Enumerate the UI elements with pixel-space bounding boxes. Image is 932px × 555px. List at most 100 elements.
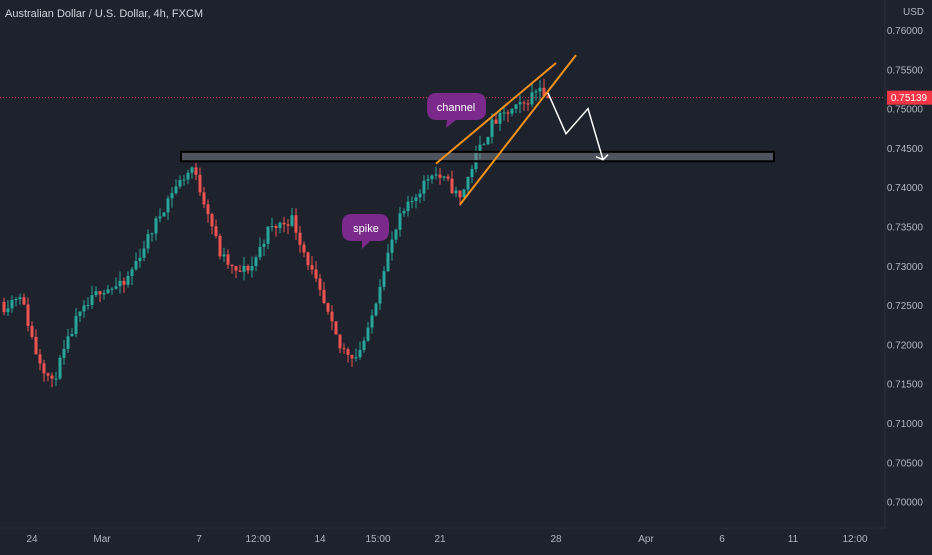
candle-body [366, 327, 370, 341]
candle-body [250, 266, 254, 271]
candle-body [162, 212, 166, 217]
candle-body [514, 104, 518, 109]
candle-body [234, 266, 238, 271]
channel-lower-line[interactable] [459, 54, 577, 206]
current-price-badge: 0.75139 [887, 90, 932, 105]
candle-body [194, 167, 198, 175]
candle-body [246, 265, 250, 271]
candle-body [394, 229, 398, 240]
channel-callout-text: channel [437, 102, 476, 114]
candle-body [466, 176, 470, 190]
candle-body [106, 289, 110, 294]
candle-body [90, 295, 94, 305]
candle-body [414, 197, 418, 201]
price-tick-label: 0.70500 [887, 458, 924, 469]
candle-body [22, 297, 26, 305]
channel-upper-line[interactable] [435, 62, 557, 165]
candle-body [186, 172, 190, 180]
spike-callout-bubble [342, 214, 389, 249]
candle-body [522, 102, 526, 104]
candle-body [426, 179, 430, 181]
candle-body [430, 175, 434, 180]
candle-body [310, 265, 314, 270]
candle-body [58, 357, 62, 379]
candle-body [82, 305, 86, 312]
candle-body [490, 119, 494, 137]
time-tick-label: Mar [93, 534, 111, 545]
candle-body [350, 354, 354, 359]
candle-body [406, 201, 410, 211]
candle-body [422, 180, 426, 194]
candle-body [286, 224, 290, 226]
projection-arrow-path[interactable] [547, 92, 604, 160]
price-tick-label: 0.76000 [887, 26, 924, 37]
candle-body [230, 264, 234, 267]
candle-body [94, 291, 98, 296]
candle-body [218, 235, 222, 257]
spike-callout[interactable]: spike [342, 214, 389, 249]
candle-body [378, 286, 382, 304]
candle-body [438, 174, 442, 178]
candle-body [334, 321, 338, 335]
candle-body [386, 252, 390, 272]
time-tick-label: 15:00 [365, 534, 390, 545]
candle-body [154, 218, 158, 234]
candle-body [274, 225, 278, 228]
price-tick-label: 0.71500 [887, 380, 924, 391]
channel-callout[interactable]: channel [427, 93, 486, 128]
candle-body [470, 169, 474, 177]
candle-body [494, 119, 498, 124]
candle-body [78, 311, 82, 316]
candle-body [142, 248, 146, 258]
candle-body [306, 252, 310, 266]
candle-body [102, 293, 106, 295]
candle-body [418, 193, 422, 198]
candle-body [206, 204, 210, 215]
candle-body [66, 336, 70, 349]
candle-body [130, 269, 134, 276]
candle-body [146, 234, 150, 249]
candle-body [458, 190, 462, 198]
candle-body [266, 226, 270, 244]
time-tick-label: 24 [26, 534, 38, 545]
candle-body [382, 271, 386, 287]
time-tick-label: 14 [314, 534, 326, 545]
price-tick-label: 0.73500 [887, 223, 924, 234]
candle-body [294, 215, 298, 233]
time-tick-labels: 24 Mar 7 12:00 14 15:00 21 28 Apr 6 11 12:00 [26, 534, 868, 545]
time-tick-label: 11 [788, 534, 799, 545]
candle-body [70, 333, 74, 337]
candle-body [450, 178, 454, 194]
candle-body [242, 265, 246, 272]
candle-body [254, 257, 258, 267]
candle-body [98, 291, 102, 295]
price-tick-label: 0.75000 [887, 105, 924, 116]
resistance-zone-rectangle[interactable] [180, 150, 775, 163]
candle-body [346, 349, 350, 355]
candle-body [54, 378, 58, 380]
price-tick-label: 0.72000 [887, 340, 924, 351]
price-tick-label: 0.73000 [887, 262, 924, 273]
candle-body [398, 213, 402, 230]
candle-body [34, 336, 38, 355]
candle-body [434, 174, 438, 176]
candle-body [2, 301, 6, 313]
candle-body [18, 297, 22, 300]
time-tick-label: 12:00 [245, 534, 270, 545]
candle-body [518, 102, 522, 105]
candle-body [202, 192, 206, 205]
candle-body [302, 244, 306, 253]
candle-body [126, 275, 130, 285]
price-tick-label: 0.74500 [887, 144, 924, 155]
candle-body [370, 315, 374, 328]
candle-body [442, 176, 446, 178]
currency-label: USD [903, 7, 924, 18]
candle-body [198, 174, 202, 193]
candle-body [546, 95, 550, 98]
candle-body [114, 286, 118, 289]
candle-body [222, 254, 226, 257]
time-tick-label: Apr [638, 534, 654, 545]
